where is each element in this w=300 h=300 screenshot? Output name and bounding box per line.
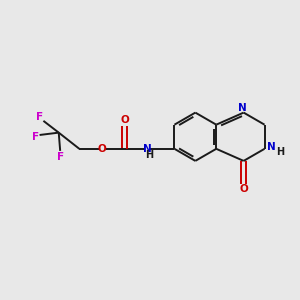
Text: N: N (267, 142, 275, 152)
Text: O: O (239, 184, 248, 194)
Text: N: N (143, 143, 152, 154)
Text: N: N (238, 103, 247, 113)
Text: F: F (57, 152, 64, 162)
Text: H: H (145, 150, 153, 160)
Text: O: O (120, 115, 129, 125)
Text: F: F (36, 112, 43, 122)
Text: O: O (98, 144, 107, 154)
Text: F: F (32, 132, 39, 142)
Text: H: H (276, 147, 284, 158)
